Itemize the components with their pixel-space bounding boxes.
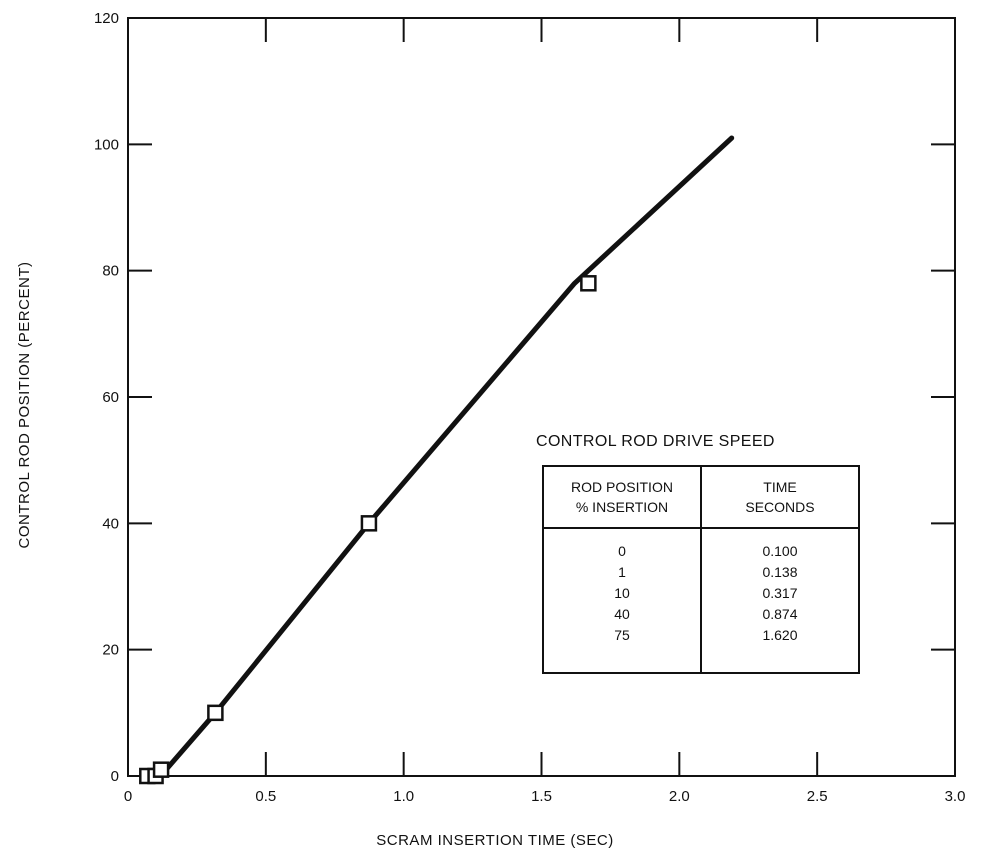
y-tick-label: 60 (102, 389, 119, 406)
header-rod-position-line2: % INSERTION (575, 499, 669, 515)
y-tick-label: 40 (102, 515, 119, 532)
header-rod-position: ROD POSITION % INSERTION (543, 466, 702, 529)
rod-position-value: 40 (614, 606, 630, 622)
y-tick-label: 80 (102, 263, 119, 280)
time-value: 0.317 (762, 585, 798, 601)
data-point-marker (360, 515, 378, 532)
data-markers (139, 275, 597, 785)
rod-position-value: 1 (618, 564, 626, 580)
x-tick-label: 0.5 (255, 788, 276, 805)
table-header-row: ROD POSITION % INSERTION TIME SECONDS (543, 466, 859, 529)
y-tick-label: 120 (94, 10, 119, 27)
y-tick-label: 100 (94, 136, 119, 153)
x-tick-label: 2.0 (669, 788, 690, 805)
y-tick-labels: 0 20 40 60 80 100 120 (94, 10, 119, 785)
x-tick-label: 0 (124, 788, 132, 805)
x-axis-title: SCRAM INSERTION TIME (SEC) (376, 832, 613, 849)
rod-position-value: 75 (614, 627, 630, 643)
time-value: 1.620 (762, 627, 798, 643)
header-rod-position-line1: ROD POSITION (571, 479, 673, 495)
x-tick-label: 2.5 (807, 788, 828, 805)
y-tick-label: 20 (102, 642, 119, 659)
data-point-marker (152, 761, 170, 778)
time-column: 0.100 0.138 0.317 0.874 1.620 (701, 528, 859, 673)
inset-title: CONTROL ROD DRIVE SPEED (536, 433, 775, 450)
data-point-marker (207, 704, 224, 722)
drive-speed-table: ROD POSITION % INSERTION TIME SECONDS 0 … (542, 465, 860, 674)
rod-position-column: 0 1 10 40 75 (543, 528, 702, 673)
table-body-row: 0 1 10 40 75 0.100 0.138 0.317 0.874 1.6… (543, 528, 859, 673)
time-value: 0.100 (762, 543, 798, 559)
plot-frame (127, 17, 956, 777)
time-value: 0.138 (762, 564, 798, 580)
rod-position-value: 0 (618, 543, 626, 559)
x-tick-label: 3.0 (945, 788, 966, 805)
drive-speed-inset: CONTROL ROD DRIVE SPEED ROD POSITION % I… (532, 433, 862, 674)
time-value: 0.874 (762, 606, 798, 622)
header-time-line1: TIME (763, 479, 797, 495)
data-point-marker (580, 275, 597, 292)
axis-ticks (128, 18, 955, 776)
y-axis-title: CONTROL ROD POSITION (PERCENT) (16, 262, 33, 549)
x-tick-label: 1.0 (393, 788, 414, 805)
header-time: TIME SECONDS (701, 466, 859, 529)
y-tick-label: 0 (111, 768, 119, 785)
x-tick-labels: 0 0.5 1.0 1.5 2.0 2.5 3.0 (124, 788, 966, 805)
x-tick-label: 1.5 (531, 788, 552, 805)
header-time-line2: SECONDS (745, 499, 815, 515)
rod-position-value: 10 (614, 585, 630, 601)
